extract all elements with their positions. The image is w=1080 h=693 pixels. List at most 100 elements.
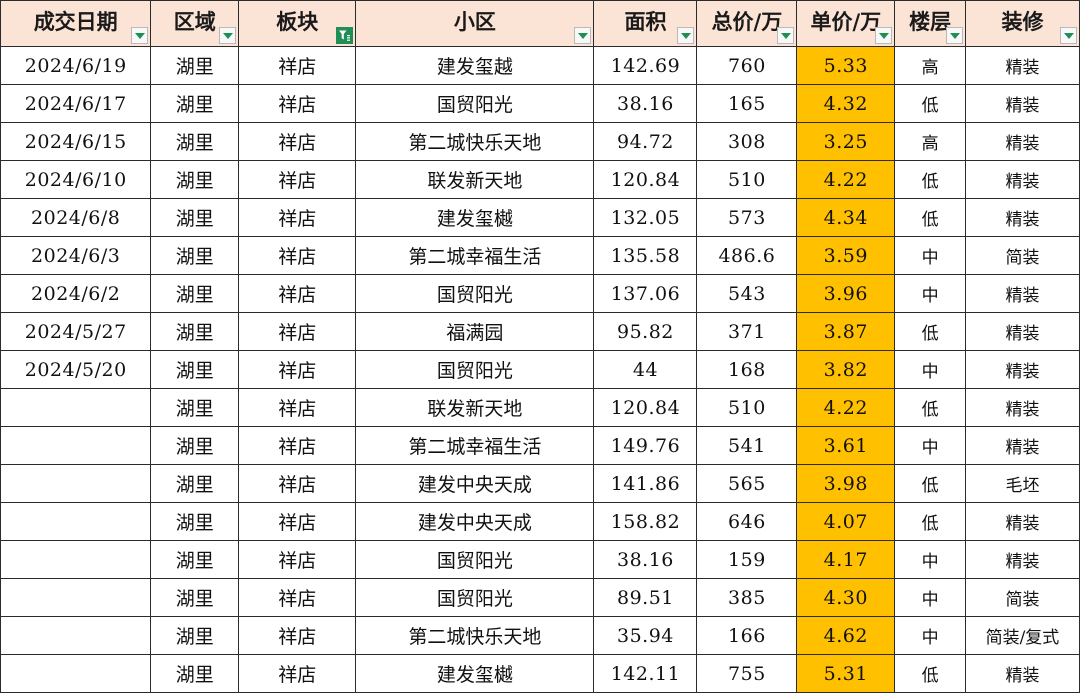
filter-dropdown-icon[interactable] bbox=[777, 27, 795, 44]
cell-date[interactable]: 2024/5/20 bbox=[0, 350, 152, 389]
cell-unit-price[interactable]: 3.25 bbox=[796, 122, 896, 161]
cell-area[interactable]: 142.69 bbox=[593, 46, 698, 85]
cell-community[interactable]: 建发中央天成 bbox=[355, 502, 595, 541]
cell-floor[interactable]: 低 bbox=[894, 502, 966, 541]
cell-community[interactable]: 国贸阳光 bbox=[355, 578, 595, 617]
cell-total-price[interactable]: 573 bbox=[696, 198, 798, 237]
cell-total-price[interactable]: 165 bbox=[696, 84, 798, 123]
cell-area[interactable]: 35.94 bbox=[593, 616, 698, 655]
cell-total-price[interactable]: 166 bbox=[696, 616, 798, 655]
cell-community[interactable]: 第二城快乐天地 bbox=[355, 122, 595, 161]
cell-block[interactable]: 祥店 bbox=[238, 46, 357, 85]
cell-community[interactable]: 联发新天地 bbox=[355, 388, 595, 427]
cell-total-price[interactable]: 371 bbox=[696, 312, 798, 351]
cell-unit-price[interactable]: 3.87 bbox=[796, 312, 896, 351]
cell-date[interactable]: 2024/6/8 bbox=[0, 198, 152, 237]
header-floor[interactable]: 楼层 bbox=[894, 0, 966, 47]
cell-floor[interactable]: 中 bbox=[894, 540, 966, 579]
cell-district[interactable]: 湖里 bbox=[150, 540, 240, 579]
header-total-price[interactable]: 总价/万 bbox=[696, 0, 798, 47]
cell-block[interactable]: 祥店 bbox=[238, 274, 357, 313]
cell-floor[interactable]: 低 bbox=[894, 388, 966, 427]
filter-dropdown-icon[interactable] bbox=[945, 27, 963, 44]
cell-decoration[interactable]: 精装 bbox=[964, 160, 1080, 199]
cell-date[interactable] bbox=[0, 578, 152, 617]
cell-block[interactable]: 祥店 bbox=[238, 84, 357, 123]
filter-active-icon[interactable] bbox=[336, 27, 354, 44]
cell-area[interactable]: 44 bbox=[593, 350, 698, 389]
cell-block[interactable]: 祥店 bbox=[238, 654, 357, 693]
cell-floor[interactable]: 低 bbox=[894, 312, 966, 351]
header-decoration[interactable]: 装修 bbox=[964, 0, 1080, 47]
cell-unit-price[interactable]: 3.98 bbox=[796, 464, 896, 503]
cell-area[interactable]: 120.84 bbox=[593, 388, 698, 427]
cell-decoration[interactable]: 精装 bbox=[964, 274, 1080, 313]
cell-unit-price[interactable]: 4.32 bbox=[796, 84, 896, 123]
cell-area[interactable]: 132.05 bbox=[593, 198, 698, 237]
cell-district[interactable]: 湖里 bbox=[150, 160, 240, 199]
cell-total-price[interactable]: 510 bbox=[696, 388, 798, 427]
cell-community[interactable]: 建发玺樾 bbox=[355, 654, 595, 693]
cell-decoration[interactable]: 精装 bbox=[964, 122, 1080, 161]
cell-decoration[interactable]: 精装 bbox=[964, 46, 1080, 85]
cell-district[interactable]: 湖里 bbox=[150, 84, 240, 123]
cell-area[interactable]: 38.16 bbox=[593, 540, 698, 579]
cell-decoration[interactable]: 精装 bbox=[964, 388, 1080, 427]
filter-dropdown-icon[interactable] bbox=[875, 27, 893, 44]
cell-community[interactable]: 国贸阳光 bbox=[355, 274, 595, 313]
cell-date[interactable] bbox=[0, 502, 152, 541]
cell-area[interactable]: 149.76 bbox=[593, 426, 698, 465]
cell-date[interactable]: 2024/6/3 bbox=[0, 236, 152, 275]
cell-decoration[interactable]: 简装/复式 bbox=[964, 616, 1080, 655]
cell-floor[interactable]: 高 bbox=[894, 46, 966, 85]
cell-block[interactable]: 祥店 bbox=[238, 236, 357, 275]
cell-total-price[interactable]: 510 bbox=[696, 160, 798, 199]
cell-community[interactable]: 国贸阳光 bbox=[355, 350, 595, 389]
cell-floor[interactable]: 中 bbox=[894, 616, 966, 655]
cell-area[interactable]: 142.11 bbox=[593, 654, 698, 693]
cell-floor[interactable]: 中 bbox=[894, 578, 966, 617]
cell-date[interactable] bbox=[0, 540, 152, 579]
cell-district[interactable]: 湖里 bbox=[150, 426, 240, 465]
cell-district[interactable]: 湖里 bbox=[150, 312, 240, 351]
cell-block[interactable]: 祥店 bbox=[238, 616, 357, 655]
cell-block[interactable]: 祥店 bbox=[238, 502, 357, 541]
header-community[interactable]: 小区 bbox=[355, 0, 595, 47]
filter-dropdown-icon[interactable] bbox=[1060, 27, 1077, 44]
cell-block[interactable]: 祥店 bbox=[238, 578, 357, 617]
cell-total-price[interactable]: 541 bbox=[696, 426, 798, 465]
cell-community[interactable]: 第二城幸福生活 bbox=[355, 426, 595, 465]
cell-area[interactable]: 38.16 bbox=[593, 84, 698, 123]
cell-community[interactable]: 第二城快乐天地 bbox=[355, 616, 595, 655]
cell-total-price[interactable]: 385 bbox=[696, 578, 798, 617]
cell-block[interactable]: 祥店 bbox=[238, 198, 357, 237]
cell-decoration[interactable]: 精装 bbox=[964, 654, 1080, 693]
cell-district[interactable]: 湖里 bbox=[150, 616, 240, 655]
cell-total-price[interactable]: 760 bbox=[696, 46, 798, 85]
cell-unit-price[interactable]: 4.07 bbox=[796, 502, 896, 541]
cell-district[interactable]: 湖里 bbox=[150, 46, 240, 85]
cell-floor[interactable]: 中 bbox=[894, 236, 966, 275]
cell-floor[interactable]: 低 bbox=[894, 84, 966, 123]
cell-floor[interactable]: 低 bbox=[894, 654, 966, 693]
cell-unit-price[interactable]: 4.22 bbox=[796, 160, 896, 199]
cell-total-price[interactable]: 565 bbox=[696, 464, 798, 503]
header-date[interactable]: 成交日期 bbox=[0, 0, 152, 47]
cell-decoration[interactable]: 简装 bbox=[964, 578, 1080, 617]
cell-district[interactable]: 湖里 bbox=[150, 122, 240, 161]
cell-decoration[interactable]: 精装 bbox=[964, 540, 1080, 579]
cell-total-price[interactable]: 543 bbox=[696, 274, 798, 313]
cell-area[interactable]: 89.51 bbox=[593, 578, 698, 617]
cell-community[interactable]: 第二城幸福生活 bbox=[355, 236, 595, 275]
header-unit-price[interactable]: 单价/万 bbox=[796, 0, 896, 47]
cell-unit-price[interactable]: 4.17 bbox=[796, 540, 896, 579]
cell-decoration[interactable]: 简装 bbox=[964, 236, 1080, 275]
cell-unit-price[interactable]: 3.96 bbox=[796, 274, 896, 313]
cell-decoration[interactable]: 精装 bbox=[964, 198, 1080, 237]
cell-unit-price[interactable]: 3.82 bbox=[796, 350, 896, 389]
cell-date[interactable]: 2024/5/27 bbox=[0, 312, 152, 351]
cell-unit-price[interactable]: 5.31 bbox=[796, 654, 896, 693]
filter-dropdown-icon[interactable] bbox=[131, 27, 149, 44]
cell-area[interactable]: 95.82 bbox=[593, 312, 698, 351]
cell-total-price[interactable]: 646 bbox=[696, 502, 798, 541]
